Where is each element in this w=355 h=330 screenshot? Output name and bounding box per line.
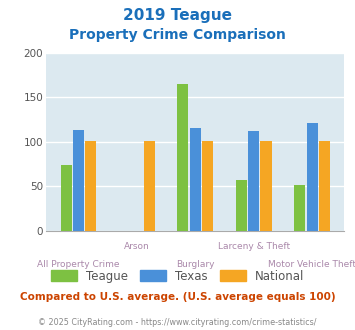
Bar: [143, 141, 154, 231]
Text: Property Crime Comparison: Property Crime Comparison: [69, 28, 286, 42]
Bar: [73, 130, 84, 231]
Legend: Teague, Texas, National: Teague, Texas, National: [46, 265, 309, 287]
Text: Larceny & Theft: Larceny & Theft: [218, 242, 290, 251]
Bar: [190, 128, 201, 231]
Bar: [261, 141, 272, 231]
Text: Burglary: Burglary: [176, 259, 214, 269]
Bar: [178, 84, 189, 231]
Bar: [85, 141, 96, 231]
Text: Compared to U.S. average. (U.S. average equals 100): Compared to U.S. average. (U.S. average …: [20, 292, 335, 302]
Bar: [294, 185, 305, 231]
Bar: [248, 131, 259, 231]
Bar: [307, 123, 318, 231]
Text: Arson: Arson: [124, 242, 150, 251]
Text: Motor Vehicle Theft: Motor Vehicle Theft: [268, 259, 355, 269]
Text: 2019 Teague: 2019 Teague: [123, 8, 232, 23]
Bar: [202, 141, 213, 231]
Text: © 2025 CityRating.com - https://www.cityrating.com/crime-statistics/: © 2025 CityRating.com - https://www.city…: [38, 318, 317, 327]
Text: All Property Crime: All Property Crime: [37, 259, 120, 269]
Bar: [60, 165, 72, 231]
Bar: [319, 141, 330, 231]
Bar: [236, 180, 247, 231]
